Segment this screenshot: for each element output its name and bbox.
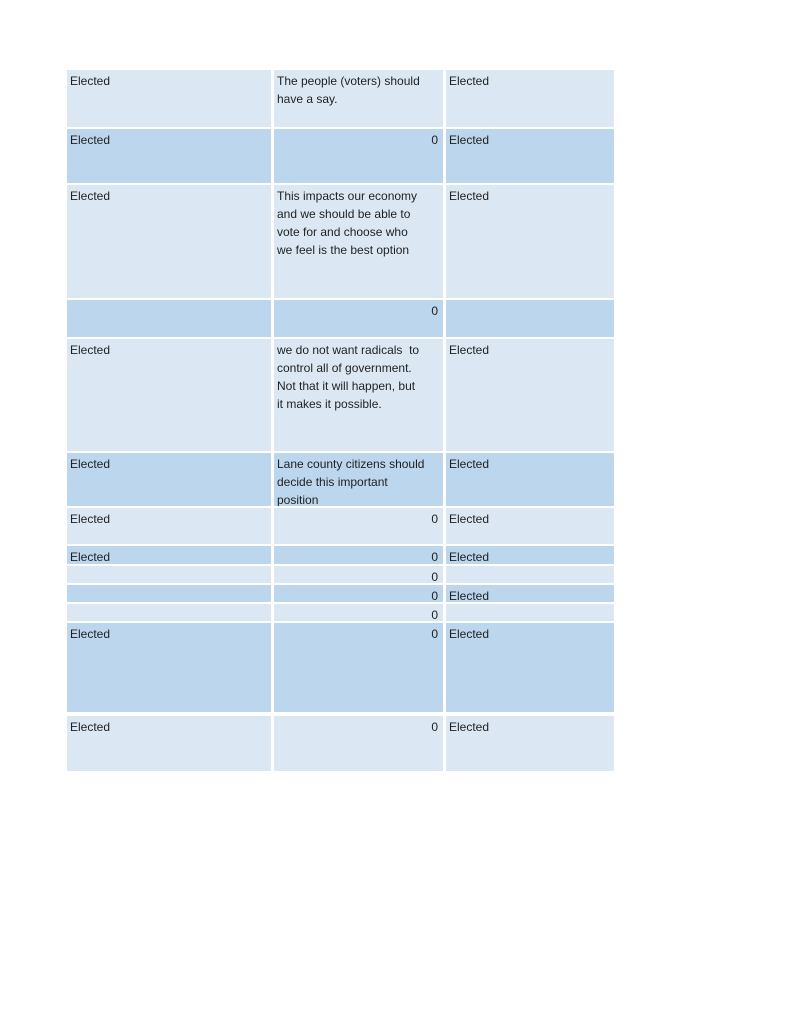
response-table: Elected The people (voters) should have a… (67, 70, 614, 771)
comment-cell: The people (voters) should have a say. (274, 70, 443, 127)
vote-left-cell (67, 604, 271, 621)
comment-cell: This impacts our economy and we should b… (274, 185, 443, 298)
vote-right-cell (446, 300, 614, 337)
comment-cell: 0 (274, 300, 443, 337)
vote-right-cell: Elected (446, 546, 614, 564)
table-row: Elected 0 Elected (67, 508, 614, 544)
vote-left-cell: Elected (67, 716, 271, 771)
comment-cell: 0 (274, 604, 443, 621)
vote-left-cell: Elected (67, 508, 271, 544)
vote-right-cell: Elected (446, 585, 614, 602)
vote-left-cell: Elected (67, 546, 271, 564)
vote-left-cell: Elected (67, 185, 271, 298)
table-row: 0 (67, 604, 614, 621)
vote-right-cell (446, 604, 614, 621)
vote-left-cell (67, 300, 271, 337)
comment-cell: 0 (274, 546, 443, 564)
comment-cell: we do not want radicals to control all o… (274, 339, 443, 451)
comment-cell: 0 (274, 508, 443, 544)
table-row: Elected The people (voters) should have a… (67, 70, 614, 127)
vote-right-cell: Elected (446, 508, 614, 544)
table-row: 0 (67, 300, 614, 337)
comment-cell: 0 (274, 129, 443, 183)
table-row: 0 Elected (67, 585, 614, 602)
vote-right-cell: Elected (446, 453, 614, 506)
comment-cell: 0 (274, 566, 443, 583)
vote-left-cell (67, 585, 271, 602)
table-row: Elected 0 Elected (67, 716, 614, 771)
vote-left-cell: Elected (67, 453, 271, 506)
table-row: 0 (67, 566, 614, 583)
vote-right-cell: Elected (446, 716, 614, 771)
vote-left-cell: Elected (67, 129, 271, 183)
comment-cell: 0 (274, 585, 443, 602)
table-row: Elected 0 Elected (67, 623, 614, 712)
comment-cell: 0 (274, 623, 443, 712)
table-row: Elected Lane county citizens should decid… (67, 453, 614, 506)
table-row: Elected 0 Elected (67, 546, 614, 564)
vote-right-cell: Elected (446, 129, 614, 183)
vote-left-cell: Elected (67, 339, 271, 451)
comment-cell: 0 (274, 716, 443, 771)
comment-cell: Lane county citizens should decide this … (274, 453, 443, 506)
vote-right-cell: Elected (446, 623, 614, 712)
table-row: Elected This impacts our economy and we s… (67, 185, 614, 298)
vote-right-cell: Elected (446, 70, 614, 127)
vote-left-cell (67, 566, 271, 583)
table-row: Elected 0 Elected (67, 129, 614, 183)
vote-left-cell: Elected (67, 623, 271, 712)
vote-right-cell (446, 566, 614, 583)
vote-left-cell: Elected (67, 70, 271, 127)
table-row: Elected we do not want radicals to contro… (67, 339, 614, 451)
vote-right-cell: Elected (446, 339, 614, 451)
vote-right-cell: Elected (446, 185, 614, 298)
